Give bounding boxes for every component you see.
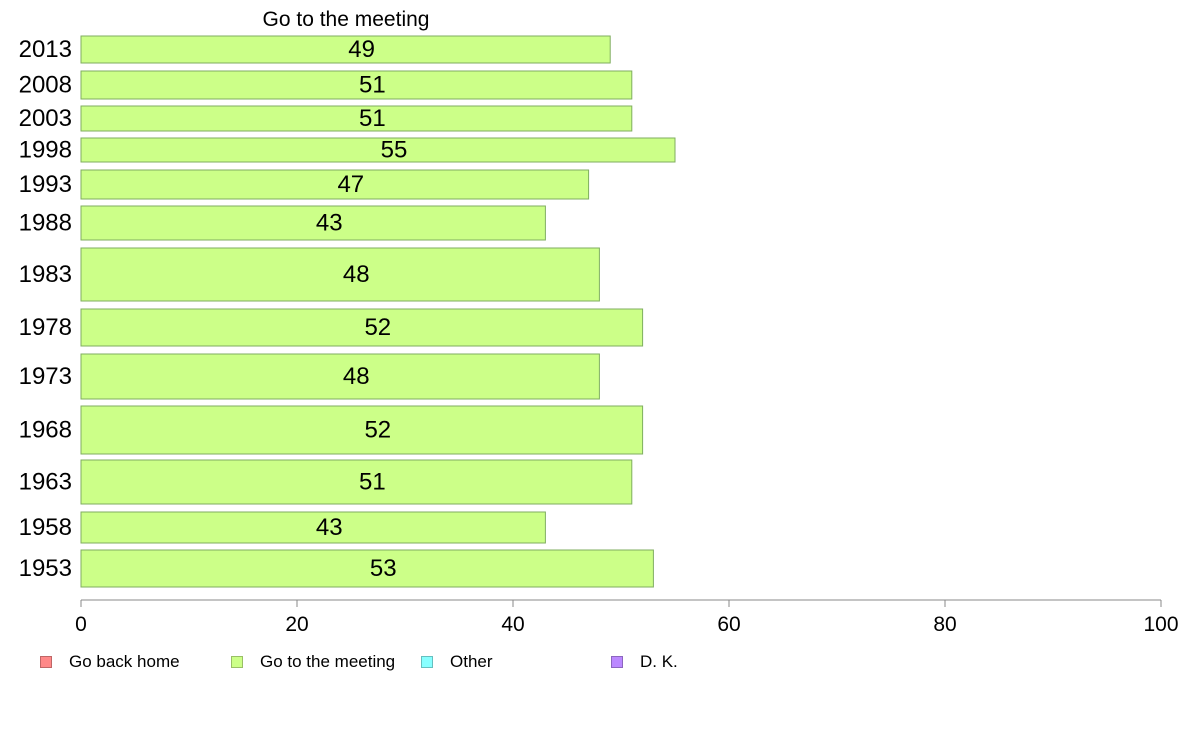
- data-label-1988: 43: [316, 210, 343, 237]
- bar-1993: [80, 169, 590, 200]
- bar-1983: [80, 247, 600, 302]
- legend-label: D. K.: [640, 652, 678, 671]
- category-label-2008: 2008: [19, 72, 72, 99]
- data-label-1998: 55: [381, 137, 408, 164]
- x-tick-label-80: 80: [933, 613, 956, 636]
- x-axis-ticks: 0 20 40 60 80 100: [75, 600, 1179, 636]
- legend-item-dk: D. K.: [611, 652, 678, 672]
- bar-1973: [80, 353, 600, 400]
- category-labels: 2013 2008 2003 1998 1993 1988 1983 1978 1973 1968…: [19, 36, 72, 582]
- chart-title: Go to the meeting: [263, 8, 430, 31]
- data-label-2003: 51: [359, 105, 386, 132]
- bar-1978: [80, 308, 644, 347]
- category-label-1993: 1993: [19, 171, 72, 198]
- bar-1998: [80, 137, 676, 163]
- data-label-1993: 47: [337, 171, 364, 198]
- category-label-1958: 1958: [19, 514, 72, 541]
- x-tick-label-100: 100: [1143, 613, 1178, 636]
- legend-label: Go to the meeting: [260, 652, 396, 671]
- x-tick-label-20: 20: [285, 613, 308, 636]
- category-label-1968: 1968: [19, 417, 72, 444]
- legend-item-other: Other: [421, 652, 493, 672]
- category-label-1973: 1973: [19, 363, 72, 390]
- legend-label: Go back home: [69, 652, 180, 671]
- data-label-1958: 43: [316, 514, 343, 541]
- bar-1963: [80, 459, 633, 505]
- data-label-2013: 49: [348, 36, 375, 63]
- legend: Go back home Go to the meeting Other D. …: [0, 652, 1188, 674]
- data-label-2008: 51: [359, 72, 386, 99]
- category-label-1963: 1963: [19, 469, 72, 496]
- x-tick-label-60: 60: [717, 613, 740, 636]
- x-tick-label-40: 40: [501, 613, 524, 636]
- bar-1968: [80, 405, 644, 455]
- bar-2013: [80, 35, 611, 64]
- category-label-2003: 2003: [19, 105, 72, 132]
- data-label-1963: 51: [359, 469, 386, 496]
- legend-item-go-back-home: Go back home: [40, 652, 180, 672]
- data-label-1968: 52: [364, 417, 391, 444]
- data-label-1978: 52: [364, 314, 391, 341]
- legend-label: Other: [450, 652, 493, 671]
- legend-swatch: [40, 656, 52, 668]
- category-label-2013: 2013: [19, 36, 72, 63]
- bar-2008: [80, 70, 633, 100]
- legend-swatch: [421, 656, 433, 668]
- data-label-1973: 48: [343, 363, 370, 390]
- data-label-1953: 53: [370, 555, 397, 582]
- bar-1953: [80, 549, 654, 588]
- legend-item-go-to-the-meeting: Go to the meeting: [231, 652, 395, 672]
- bar-1988: [80, 205, 546, 241]
- legend-swatch: [231, 656, 243, 668]
- bars-layer: [80, 35, 676, 588]
- category-label-1998: 1998: [19, 137, 72, 164]
- bar-2003: [80, 105, 633, 132]
- category-label-1983: 1983: [19, 261, 72, 288]
- category-label-1978: 1978: [19, 314, 72, 341]
- category-label-1988: 1988: [19, 210, 72, 237]
- data-label-1983: 48: [343, 261, 370, 288]
- x-tick-label-0: 0: [75, 613, 87, 636]
- bar-1958: [80, 511, 546, 544]
- legend-swatch: [611, 656, 623, 668]
- category-label-1953: 1953: [19, 555, 72, 582]
